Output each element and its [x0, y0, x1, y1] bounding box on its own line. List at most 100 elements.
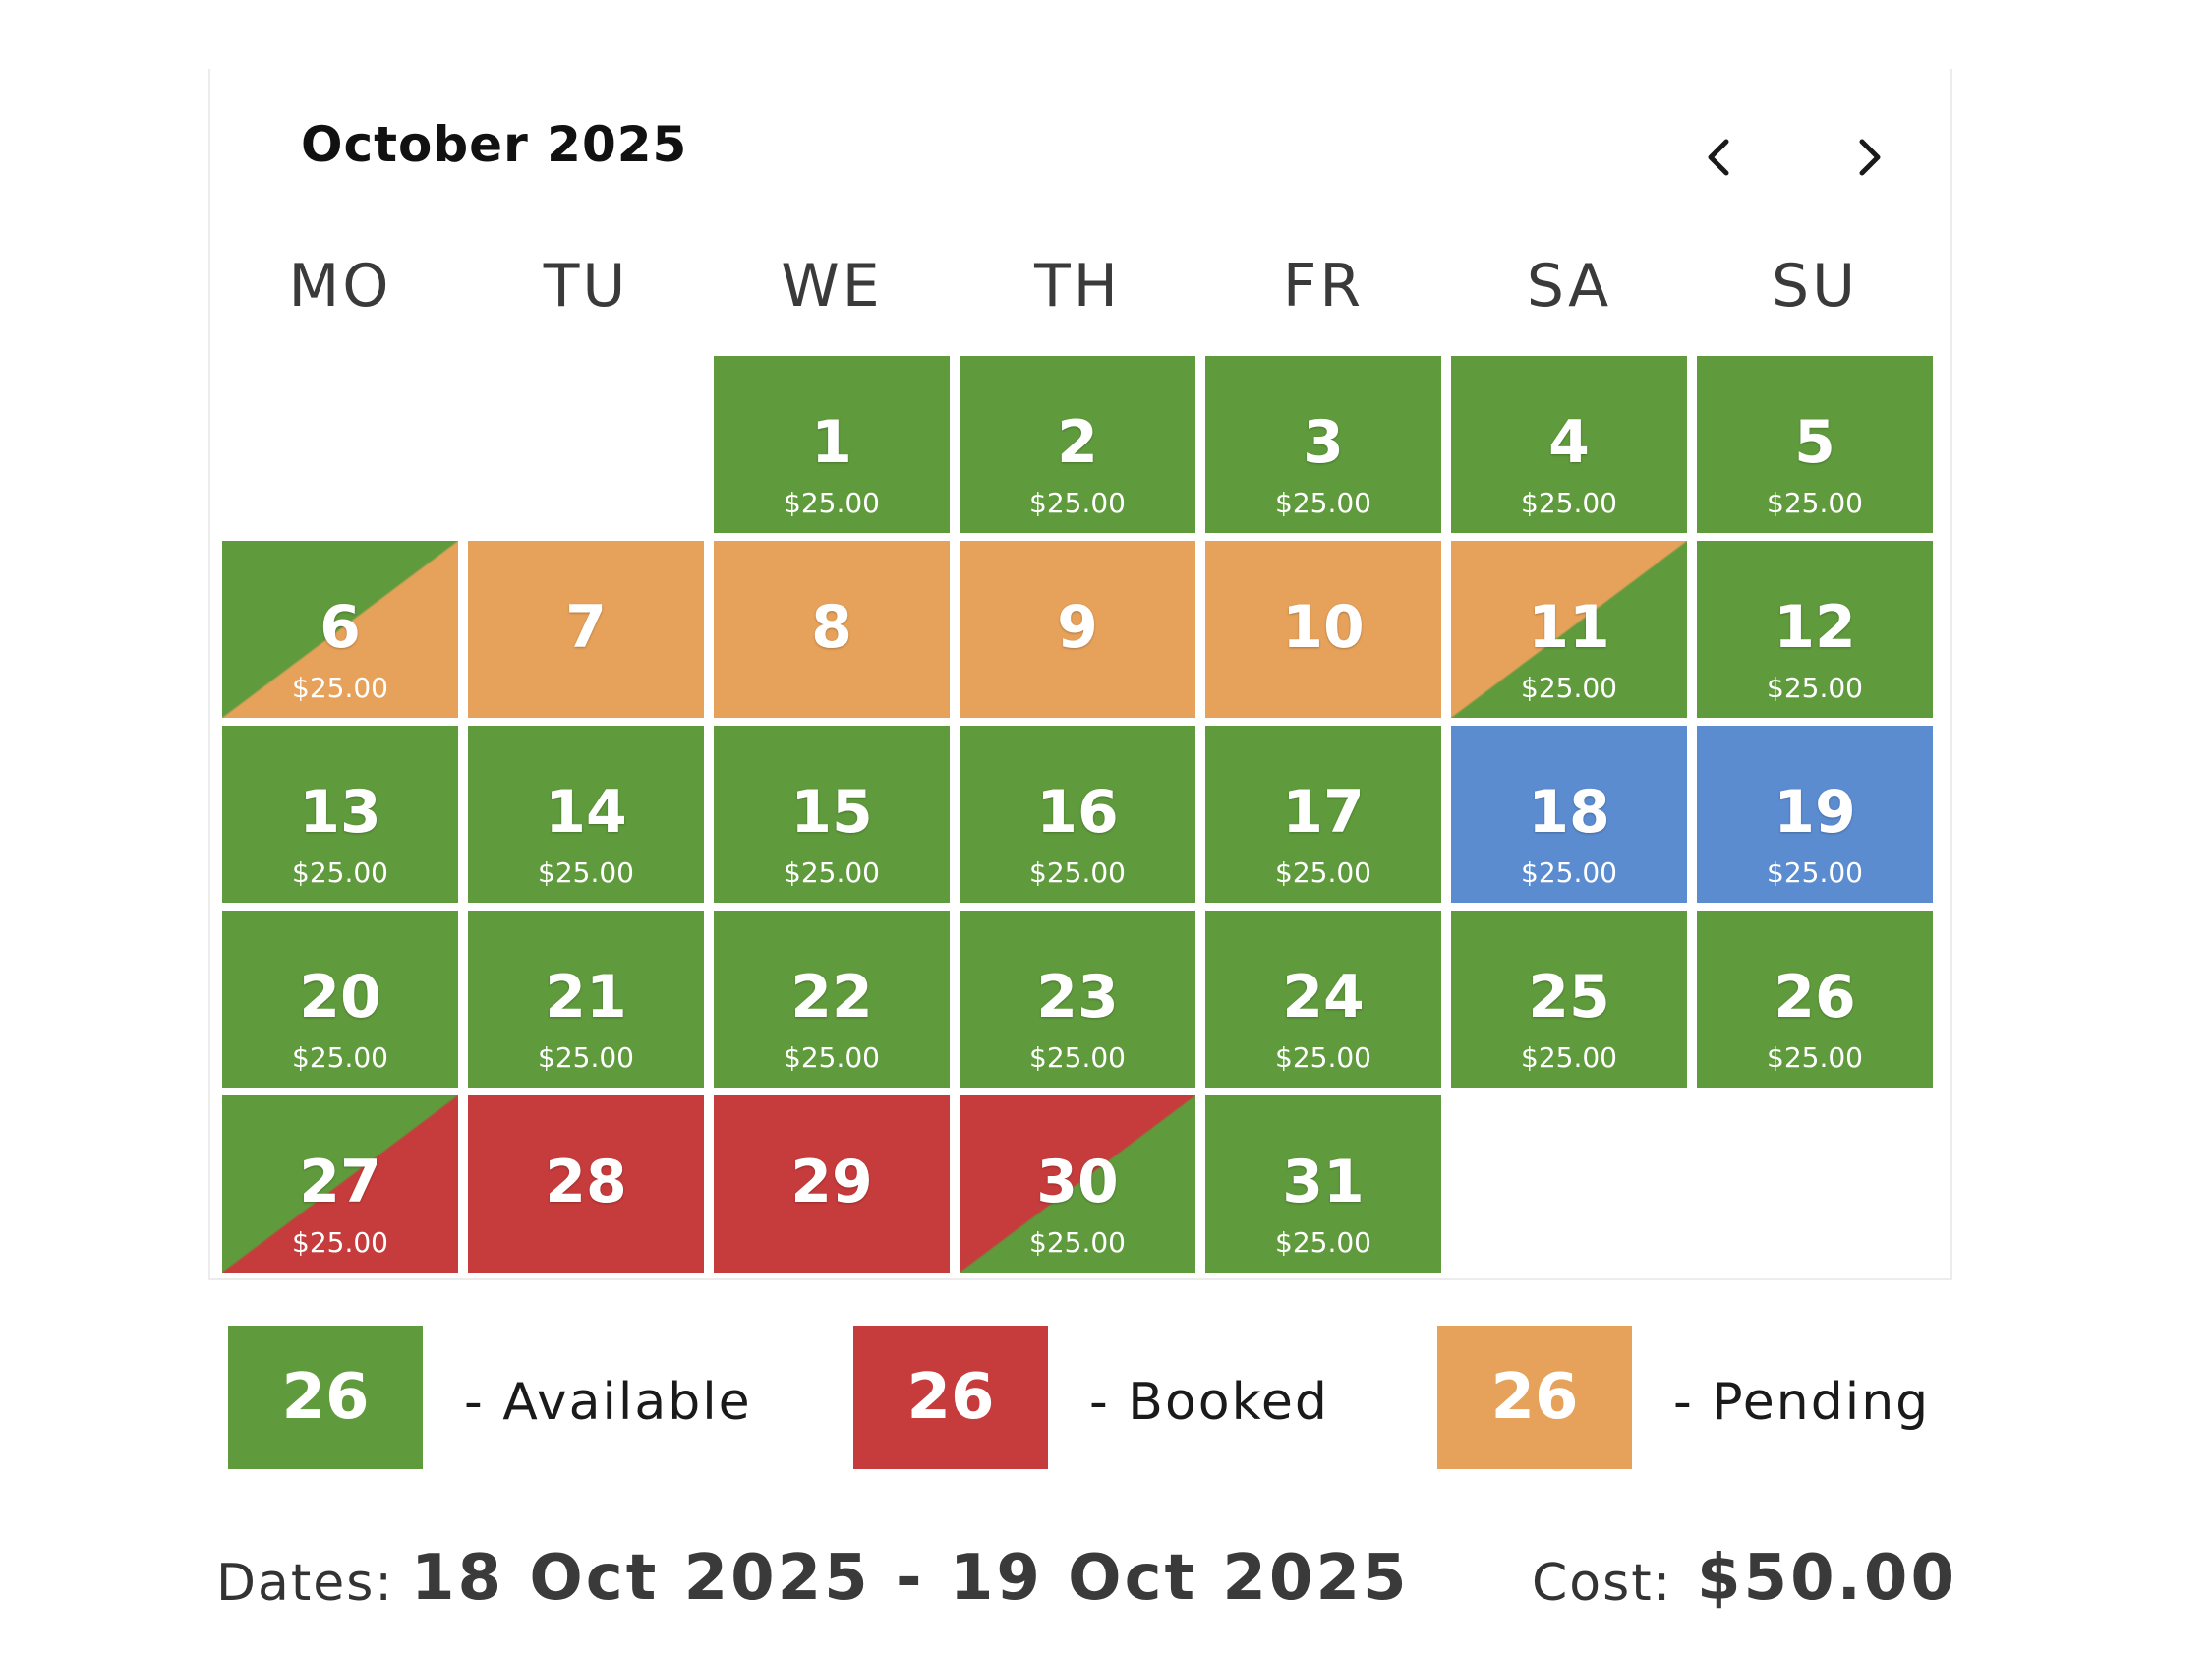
day-cell-15[interactable]: 15 $25.00: [714, 726, 950, 903]
day-number: 1: [811, 408, 852, 477]
day-number: 13: [299, 778, 381, 847]
legend-pending-swatch: 26: [1437, 1326, 1632, 1469]
day-number: 19: [1774, 778, 1856, 847]
day-price: $25.00: [1767, 1041, 1863, 1074]
day-number: 18: [1528, 778, 1610, 847]
day-cell-11[interactable]: 11 $25.00: [1451, 541, 1687, 718]
day-number: 4: [1548, 408, 1590, 477]
day-price: $25.00: [1767, 487, 1863, 519]
chevron-left-icon: [1708, 139, 1729, 176]
day-number: 7: [565, 593, 607, 662]
day-price: $25.00: [1275, 857, 1371, 889]
day-price: $25.00: [1767, 857, 1863, 889]
day-cell-12[interactable]: 12 $25.00: [1697, 541, 1933, 718]
day-price: $25.00: [292, 1226, 388, 1259]
day-number: 15: [790, 778, 873, 847]
day-number: 21: [545, 963, 627, 1032]
day-cell-9[interactable]: 9: [960, 541, 1195, 718]
day-price: $25.00: [1521, 1041, 1617, 1074]
day-price: $25.00: [784, 1041, 880, 1074]
day-number: 8: [811, 593, 852, 662]
day-number: 24: [1282, 963, 1365, 1032]
day-cell-2[interactable]: 2 $25.00: [960, 356, 1195, 533]
legend-pending-label: - Pending: [1673, 1373, 1931, 1432]
day-number: 22: [790, 963, 873, 1032]
day-cell-24[interactable]: 24 $25.00: [1205, 911, 1441, 1088]
day-cell-26[interactable]: 26 $25.00: [1697, 911, 1933, 1088]
day-number: 12: [1774, 593, 1856, 662]
day-cell-29[interactable]: 29: [714, 1095, 950, 1273]
day-price: $25.00: [1275, 487, 1371, 519]
day-cell-23[interactable]: 23 $25.00: [960, 911, 1195, 1088]
day-number: 3: [1303, 408, 1344, 477]
day-number: 28: [545, 1148, 627, 1216]
legend-booked: 26 - Booked: [853, 1326, 1384, 1469]
day-cell-31[interactable]: 31 $25.00: [1205, 1095, 1441, 1273]
day-cell-21[interactable]: 21 $25.00: [468, 911, 704, 1088]
day-cell-10[interactable]: 10: [1205, 541, 1441, 718]
day-cell-19[interactable]: 19 $25.00: [1697, 726, 1933, 903]
day-grid: 1 $25.00 2 $25.00 3 $25.00 4 $25.00 5 $25.00 6 $25.…: [222, 356, 1943, 1273]
day-number: 6: [320, 593, 361, 662]
day-price: $25.00: [784, 487, 880, 519]
chevron-right-icon: [1859, 139, 1881, 176]
day-number: 30: [1036, 1148, 1119, 1216]
day-cell-22[interactable]: 22 $25.00: [714, 911, 950, 1088]
day-number: 26: [1774, 963, 1856, 1032]
day-number: 31: [1282, 1148, 1365, 1216]
day-cell-8[interactable]: 8: [714, 541, 950, 718]
weekday-fr: FR: [1282, 252, 1365, 321]
cost-label: Cost:: [1532, 1554, 1673, 1613]
day-number: 20: [299, 963, 381, 1032]
day-price: $25.00: [538, 857, 634, 889]
legend-available-swatch: 26: [228, 1326, 423, 1469]
weekday-th: TH: [1034, 252, 1121, 321]
weekday-header-row: MO TU WE TH FR SA SU: [222, 252, 1943, 330]
day-price: $25.00: [1275, 1226, 1371, 1259]
legend-booked-label: - Booked: [1089, 1373, 1329, 1432]
day-cell-25[interactable]: 25 $25.00: [1451, 911, 1687, 1088]
day-price: $25.00: [292, 857, 388, 889]
cost-value: $50.00: [1697, 1542, 1957, 1615]
day-price: $25.00: [1521, 857, 1617, 889]
next-month-button[interactable]: [1840, 128, 1899, 187]
day-cell-4[interactable]: 4 $25.00: [1451, 356, 1687, 533]
day-cell-7[interactable]: 7: [468, 541, 704, 718]
day-cell-16[interactable]: 16 $25.00: [960, 726, 1195, 903]
day-number: 2: [1057, 408, 1098, 477]
day-cell-20[interactable]: 20 $25.00: [222, 911, 458, 1088]
day-cell-18[interactable]: 18 $25.00: [1451, 726, 1687, 903]
day-number: 29: [790, 1148, 873, 1216]
day-price: $25.00: [1029, 1041, 1126, 1074]
day-cell-5[interactable]: 5 $25.00: [1697, 356, 1933, 533]
day-number: 10: [1282, 593, 1365, 662]
weekday-sa: SA: [1526, 252, 1612, 321]
day-number: 11: [1528, 593, 1610, 662]
legend-pending: 26 - Pending: [1437, 1326, 1968, 1469]
day-cell-30[interactable]: 30 $25.00: [960, 1095, 1195, 1273]
day-price: $25.00: [292, 1041, 388, 1074]
day-number: 9: [1057, 593, 1098, 662]
weekday-mo: MO: [288, 252, 392, 321]
day-price: $25.00: [292, 672, 388, 704]
weekday-su: SU: [1771, 252, 1858, 321]
day-cell-13[interactable]: 13 $25.00: [222, 726, 458, 903]
day-price: $25.00: [1029, 487, 1126, 519]
legend-available-label: - Available: [464, 1373, 752, 1432]
day-cell-1[interactable]: 1 $25.00: [714, 356, 950, 533]
day-cell-14[interactable]: 14 $25.00: [468, 726, 704, 903]
day-cell-3[interactable]: 3 $25.00: [1205, 356, 1441, 533]
day-cell-27[interactable]: 27 $25.00: [222, 1095, 458, 1273]
weekday-tu: TU: [543, 252, 629, 321]
day-cell-28[interactable]: 28: [468, 1095, 704, 1273]
prev-month-button[interactable]: [1689, 128, 1748, 187]
day-price: $25.00: [1767, 672, 1863, 704]
dates-label: Dates:: [216, 1554, 394, 1613]
day-cell-6[interactable]: 6 $25.00: [222, 541, 458, 718]
month-title: October 2025: [301, 116, 688, 173]
day-price: $25.00: [1029, 1226, 1126, 1259]
day-number: 27: [299, 1148, 381, 1216]
weekday-we: WE: [781, 252, 883, 321]
day-cell-17[interactable]: 17 $25.00: [1205, 726, 1441, 903]
day-price: $25.00: [1029, 857, 1126, 889]
